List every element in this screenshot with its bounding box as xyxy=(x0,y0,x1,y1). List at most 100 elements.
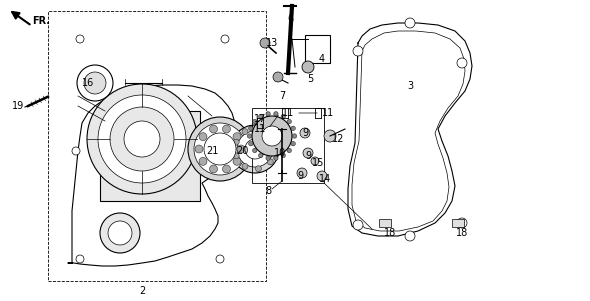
Circle shape xyxy=(204,133,236,165)
Circle shape xyxy=(199,133,207,141)
Circle shape xyxy=(242,163,248,169)
Circle shape xyxy=(222,165,231,173)
Circle shape xyxy=(287,119,291,124)
Bar xyxy=(379,219,391,227)
Circle shape xyxy=(300,128,310,138)
Text: FR.: FR. xyxy=(32,16,50,26)
Text: 19: 19 xyxy=(12,101,24,111)
Circle shape xyxy=(231,125,279,173)
Text: 5: 5 xyxy=(307,74,313,84)
Circle shape xyxy=(233,157,241,165)
Text: 11: 11 xyxy=(254,124,266,134)
Text: 9: 9 xyxy=(305,151,311,161)
Circle shape xyxy=(84,72,106,94)
Circle shape xyxy=(77,65,113,101)
Circle shape xyxy=(98,95,186,183)
Circle shape xyxy=(297,168,307,178)
Circle shape xyxy=(124,121,160,157)
Circle shape xyxy=(76,35,84,43)
Circle shape xyxy=(255,166,261,172)
Circle shape xyxy=(281,153,286,158)
Text: 11: 11 xyxy=(282,108,294,118)
Text: 7: 7 xyxy=(279,91,285,101)
Circle shape xyxy=(221,35,229,43)
Text: 4: 4 xyxy=(319,54,325,64)
Circle shape xyxy=(110,107,174,171)
Circle shape xyxy=(260,38,270,48)
Circle shape xyxy=(353,220,363,230)
Circle shape xyxy=(267,133,273,139)
Circle shape xyxy=(302,61,314,73)
Text: 16: 16 xyxy=(82,78,94,88)
Circle shape xyxy=(266,156,270,160)
Text: 14: 14 xyxy=(319,174,331,184)
Text: 9: 9 xyxy=(302,128,308,138)
Polygon shape xyxy=(68,85,236,266)
Text: 8: 8 xyxy=(265,186,271,196)
Circle shape xyxy=(188,117,252,181)
Text: 20: 20 xyxy=(236,146,248,156)
Circle shape xyxy=(353,46,363,56)
Circle shape xyxy=(242,129,248,135)
Circle shape xyxy=(273,72,283,82)
Circle shape xyxy=(248,141,253,146)
Circle shape xyxy=(237,131,273,167)
Circle shape xyxy=(209,125,218,133)
Text: 18: 18 xyxy=(384,228,396,238)
Circle shape xyxy=(252,116,292,156)
Circle shape xyxy=(287,148,291,153)
Circle shape xyxy=(405,231,415,241)
Circle shape xyxy=(258,114,263,119)
Circle shape xyxy=(311,157,319,165)
Text: 2: 2 xyxy=(139,286,145,296)
Circle shape xyxy=(195,145,203,153)
Circle shape xyxy=(281,114,286,119)
Circle shape xyxy=(100,213,140,253)
Text: 10: 10 xyxy=(274,148,286,158)
Text: 11: 11 xyxy=(322,108,334,118)
Circle shape xyxy=(262,126,282,146)
Text: 9: 9 xyxy=(297,171,303,181)
Circle shape xyxy=(237,145,245,153)
Circle shape xyxy=(194,123,246,175)
Circle shape xyxy=(209,165,218,173)
Circle shape xyxy=(457,58,467,68)
Text: 15: 15 xyxy=(312,158,324,168)
Bar xyxy=(252,108,324,183)
Circle shape xyxy=(292,134,297,138)
Bar xyxy=(305,35,330,63)
Text: 12: 12 xyxy=(332,134,344,144)
Text: 6: 6 xyxy=(287,14,293,24)
Circle shape xyxy=(253,148,257,153)
Polygon shape xyxy=(348,23,472,236)
Circle shape xyxy=(199,157,207,165)
Circle shape xyxy=(222,125,231,133)
Text: 3: 3 xyxy=(407,81,413,91)
Circle shape xyxy=(108,221,132,245)
Circle shape xyxy=(457,218,467,228)
Circle shape xyxy=(248,126,253,131)
Circle shape xyxy=(76,255,84,263)
Circle shape xyxy=(226,147,234,155)
Circle shape xyxy=(253,119,257,124)
Circle shape xyxy=(233,133,241,141)
Circle shape xyxy=(291,126,296,131)
Text: 18: 18 xyxy=(456,228,468,238)
Circle shape xyxy=(267,159,273,165)
Circle shape xyxy=(266,112,270,116)
Circle shape xyxy=(272,146,278,152)
Circle shape xyxy=(303,148,313,158)
Circle shape xyxy=(258,153,263,158)
Circle shape xyxy=(274,156,278,160)
Text: 13: 13 xyxy=(266,38,278,48)
Bar xyxy=(452,219,464,227)
Circle shape xyxy=(255,126,261,132)
Circle shape xyxy=(274,112,278,116)
Circle shape xyxy=(405,18,415,28)
Circle shape xyxy=(87,84,197,194)
Circle shape xyxy=(291,141,296,146)
Circle shape xyxy=(247,134,252,138)
Circle shape xyxy=(317,171,327,181)
Circle shape xyxy=(233,139,239,145)
Bar xyxy=(48,11,266,281)
